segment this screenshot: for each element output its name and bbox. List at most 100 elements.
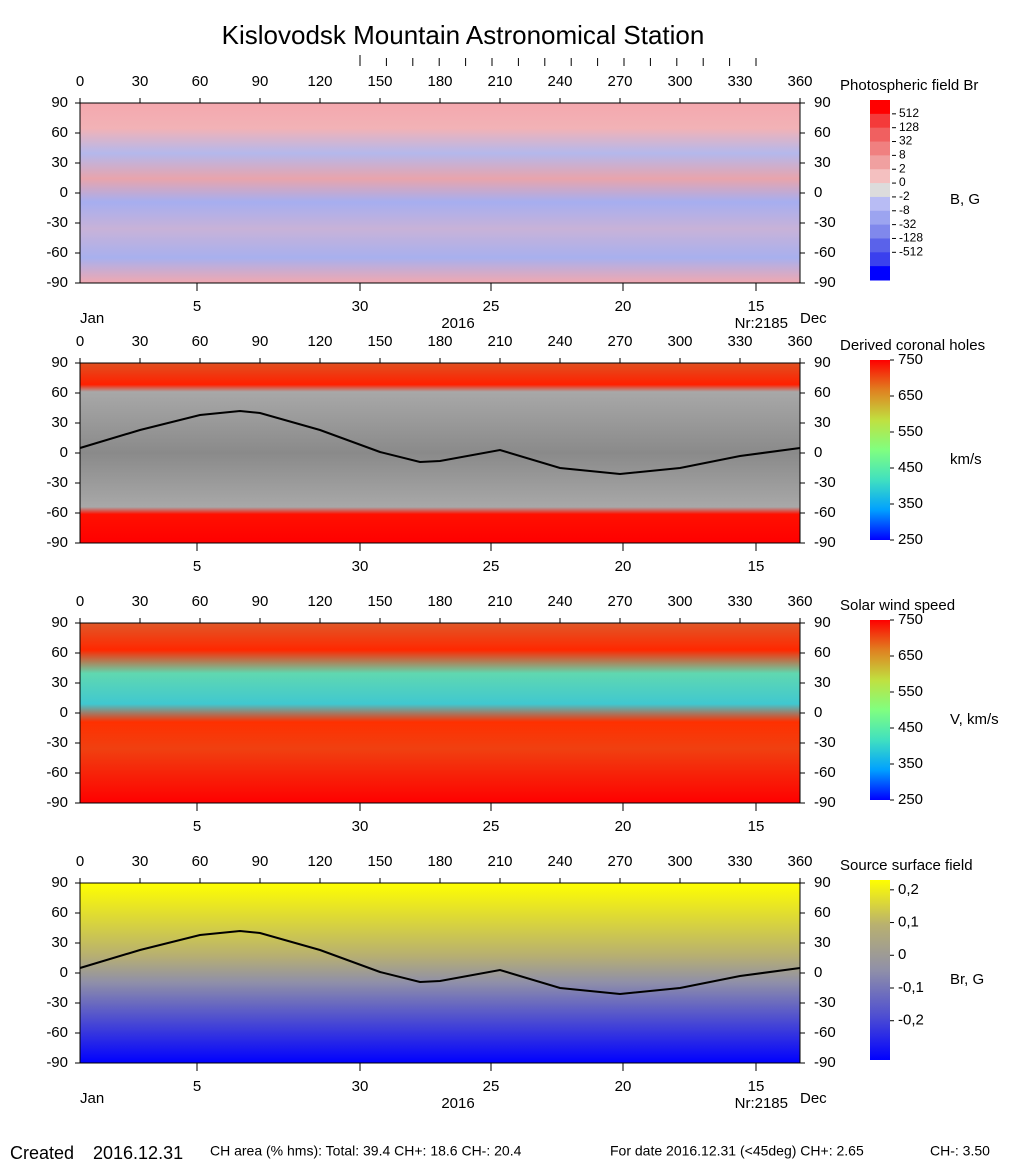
colorbar-tick-label: 350 [898,755,923,772]
y-tick-label-right: -60 [814,504,836,521]
created-label: Created [10,1143,74,1163]
x-label-right: Nr:2185 [735,315,788,332]
colorbar-tick-label: 250 [898,531,923,548]
y-tick-label: 30 [51,674,68,691]
panel-title: Photospheric field Br [840,77,978,94]
neutral-line [79,409,801,476]
x-label-end: Dec [800,1090,827,1107]
x-tick-label: 240 [547,333,572,350]
y-tick-label: 30 [51,154,68,171]
x-tick-label: 330 [727,333,752,350]
x-tick-label: 120 [307,73,332,90]
y-tick-label: 90 [51,94,68,111]
x-tick-label: 30 [132,333,149,350]
x-tick-label: 330 [727,73,752,90]
colorbar-bin [870,252,890,267]
colorbar-tick-label: 650 [898,387,923,404]
y-tick-label-right: 60 [814,124,831,141]
x-tick-label: 120 [307,333,332,350]
x-tick-label: 180 [427,593,452,610]
x-tick-label: 240 [547,593,572,610]
x-tick-label: 360 [787,593,812,610]
map-field [80,623,800,803]
y-tick-label: -90 [46,794,68,811]
map-field [80,883,800,1063]
date-tick-label: 5 [193,818,201,835]
x-tick-label: 210 [487,853,512,870]
colorbar-tick-label: -2 [899,189,910,203]
y-tick-label: -30 [46,474,68,491]
colorbar-tick-label: 350 [898,495,923,512]
colorbar-bin [870,266,890,281]
x-tick-label: 60 [192,853,209,870]
y-tick-label-right: -30 [814,214,836,231]
colorbar-tick-label: 250 [898,791,923,808]
colorbar-bin [870,113,890,129]
y-tick-label-right: -90 [814,534,836,551]
date-tick-label: 15 [748,558,765,575]
y-tick-label-right: -30 [814,734,836,751]
x-tick-label: 180 [427,333,452,350]
colorbar-tick-label: 32 [899,134,913,148]
date-tick-label: 5 [193,298,201,315]
colorbar-bin [870,183,890,198]
panel-title: Solar wind speed [840,597,955,614]
colorbar-tick-label: 0 [899,175,906,189]
colorbar-bin [870,155,890,170]
colorbar-tick-label: 0 [898,946,906,963]
panel-title: Derived coronal holes [840,337,985,354]
date-tick-label: 30 [352,558,369,575]
date-tick-label: 15 [748,1078,765,1095]
y-tick-label: 0 [60,184,68,201]
x-tick-label: 120 [307,853,332,870]
colorbar-tick-label: 450 [898,459,923,476]
y-tick-label: -90 [46,534,68,551]
y-tick-label: 0 [60,444,68,461]
x-tick-label: 90 [252,73,269,90]
x-label-center: 2016 [441,315,474,332]
date-tick-label: 5 [193,558,201,575]
y-tick-label-right: -90 [814,794,836,811]
colorbar-tick-label: 8 [899,148,906,162]
x-tick-label: 300 [667,333,692,350]
colorbar-tick-label: 128 [899,120,919,134]
x-tick-label: 360 [787,853,812,870]
y-tick-label: 60 [51,124,68,141]
page-title: Kislovodsk Mountain Astronomical Station [222,20,705,50]
colorbar [870,620,890,800]
y-tick-label: -60 [46,504,68,521]
colorbar-tick-label: 650 [898,647,923,664]
y-tick-label: -30 [46,734,68,751]
colorbar-bin [870,127,890,143]
x-tick-label: 0 [76,333,84,350]
y-tick-label-right: 30 [814,934,831,951]
x-label-end: Dec [800,310,827,327]
date-tick-label: 25 [483,818,500,835]
colorbar-tick-label: 550 [898,423,923,440]
x-tick-label: 360 [787,73,812,90]
y-tick-label-right: 90 [814,614,831,631]
colorbar [870,360,890,540]
x-tick-label: 150 [367,853,392,870]
colorbar-bin [870,169,890,184]
y-tick-label: 0 [60,704,68,721]
y-tick-label-right: 90 [814,94,831,111]
x-tick-label: 60 [192,333,209,350]
colorbar-label: V, km/s [950,711,999,728]
colorbar-tick-label: 2 [899,161,906,175]
y-tick-label-right: -60 [814,244,836,261]
y-tick-label: -60 [46,244,68,261]
y-tick-label: 0 [60,964,68,981]
y-tick-label-right: -30 [814,994,836,1011]
y-tick-label-right: -60 [814,1024,836,1041]
x-tick-label: 270 [607,593,632,610]
colorbar-bin [870,141,890,156]
x-label-left: Jan [80,310,104,327]
x-tick-label: 210 [487,333,512,350]
date-tick-label: 30 [352,818,369,835]
ch-area: CH area (% hms): Total: 39.4 CH+: 18.6 C… [210,1143,522,1159]
y-tick-label: 90 [51,354,68,371]
date-tick-label: 20 [615,558,632,575]
colorbar-label: B, G [950,191,980,208]
y-tick-label-right: 0 [814,704,822,721]
